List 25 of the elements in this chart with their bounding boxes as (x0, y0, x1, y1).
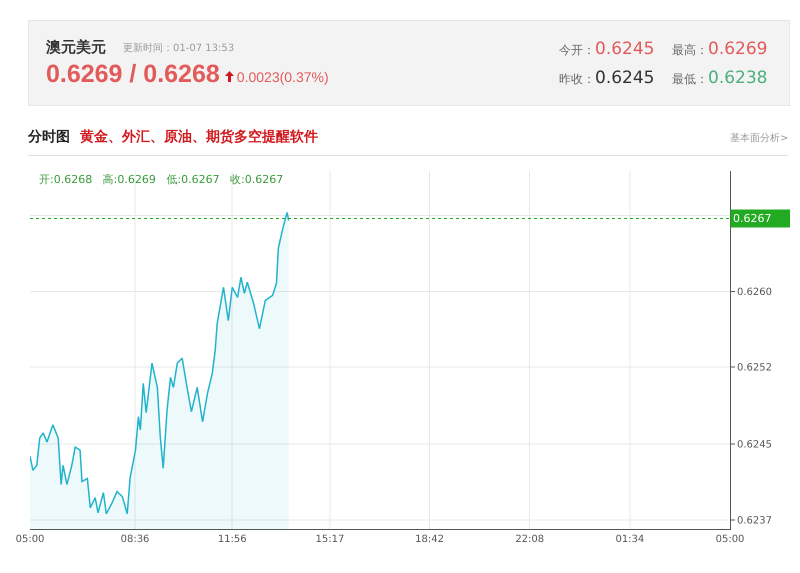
ref-line-label: 0.6267 (733, 212, 772, 225)
x-tick-label: 18:42 (415, 534, 444, 545)
x-tick-label: 05:00 (16, 534, 44, 545)
text: 黄金、外汇、原油、期货多空提醒软件 (80, 128, 318, 146)
annotation: 开:0.6268 高:0.6269 低:0.6267 收:0.6267 (39, 173, 284, 186)
text: 最高：0.6269 (672, 39, 768, 59)
x-tick-label: 22:08 (515, 534, 544, 545)
text: 最低：0.6238 (672, 68, 768, 88)
chart-title: 澳元美元 (46, 38, 106, 57)
x-tick-label: 08:36 (120, 534, 150, 545)
text: 分时图 (28, 128, 70, 146)
text: 今开：0.6245 (559, 39, 654, 59)
y-tick-label: 0.6237 (737, 515, 772, 526)
text: 0.6269 / 0.6268 (46, 60, 220, 88)
y-tick-label: 0.6260 (737, 286, 772, 298)
x-tick-label: 11:56 (218, 534, 247, 545)
x-tick-label: 01:34 (615, 534, 644, 545)
text: 昨收：0.6245 (559, 68, 654, 88)
chart-subtitle: 更新时间：01-07 13:53 (123, 42, 234, 55)
x-tick-label: 05:00 (716, 534, 744, 545)
text: 基本面分析> (730, 132, 788, 145)
y-tick-label: 0.6245 (737, 440, 772, 451)
text: 0.0023(0.37%) (236, 69, 329, 85)
y-tick-label: 0.6252 (737, 362, 772, 374)
x-tick-label: 15:17 (316, 534, 344, 545)
